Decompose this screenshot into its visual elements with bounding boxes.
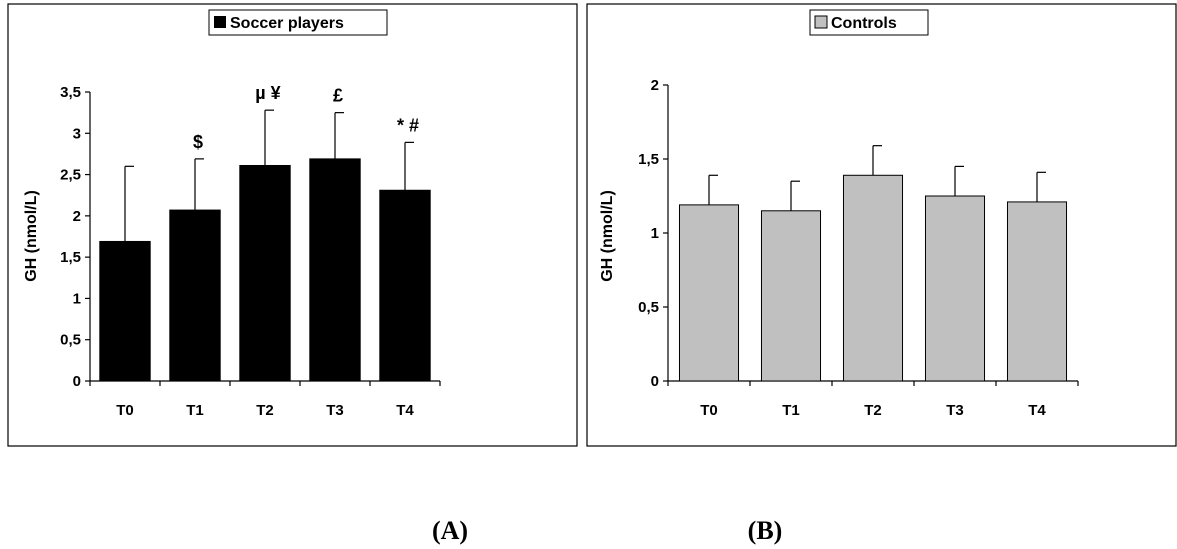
bar-b <box>678 204 740 382</box>
bar-a <box>169 209 221 382</box>
legend-a-text: Soccer players <box>230 15 344 32</box>
significance-label-a: $ <box>193 132 203 152</box>
bar-b <box>1006 201 1068 382</box>
legend-a-box <box>208 9 388 36</box>
y-tick-label-a: 2,5 <box>60 167 81 184</box>
x-tick-label-a: T4 <box>396 402 414 419</box>
legend-b: Controls <box>809 9 929 36</box>
y-tick-label-a: 1 <box>73 290 81 307</box>
y-axis-label-a: GH (nmol/L) <box>23 190 40 282</box>
legend-b-text: Controls <box>831 15 897 32</box>
y-tick-label-b: 0,5 <box>638 299 659 316</box>
y-tick-label-b: 1,5 <box>638 151 659 168</box>
x-tick-label-b: T4 <box>1028 402 1046 419</box>
x-tick-label-b: T3 <box>946 402 964 419</box>
y-tick-label-a: 3 <box>73 125 81 142</box>
legend-a: Soccer players <box>208 9 388 36</box>
y-tick-label-a: 3,5 <box>60 84 81 101</box>
x-tick-label-a: T0 <box>116 402 134 419</box>
y-tick-label-a: 0 <box>73 373 81 390</box>
significance-label-a: £ <box>333 86 343 106</box>
y-tick-label-a: 0,5 <box>60 332 81 349</box>
x-tick-label-b: T1 <box>782 402 800 419</box>
x-tick-label-b: T2 <box>864 402 882 419</box>
panel-label-a: (A) <box>432 516 468 545</box>
bar-a <box>99 240 151 382</box>
y-tick-label-a: 2 <box>73 208 81 225</box>
legend-b-box <box>809 9 929 36</box>
bar-b <box>760 210 822 382</box>
bar-a <box>379 189 431 382</box>
bar-b <box>842 174 904 382</box>
plot-b: 0 0,5 1 1,5 2 T0 T1 T2 T3 T4 <box>638 77 1079 419</box>
x-tick-label-b: T0 <box>700 402 718 419</box>
bar-a <box>309 158 361 382</box>
legend-b-swatch <box>814 15 828 29</box>
y-tick-label-b: 0 <box>651 373 659 390</box>
significance-label-a: * # <box>397 115 419 135</box>
y-tick-label-a: 1,5 <box>60 249 81 266</box>
x-tick-label-a: T3 <box>326 402 344 419</box>
x-tick-label-a: T2 <box>256 402 274 419</box>
significance-label-a: µ ¥ <box>255 83 280 103</box>
bar-a <box>239 164 291 382</box>
x-tick-label-a: T1 <box>186 402 204 419</box>
y-tick-label-b: 1 <box>651 225 659 242</box>
legend-a-swatch <box>214 16 226 28</box>
y-axis-label-b: GH (nmol/L) <box>599 190 616 282</box>
y-tick-label-b: 2 <box>651 77 659 94</box>
panel-a-frame <box>7 3 578 447</box>
panel-label-b: (B) <box>748 516 783 545</box>
bar-b <box>924 195 986 382</box>
plot-a: 0 0,5 1 1,5 2 2,5 3 3,5 T0 T1 $ T2 µ ¥ T3 £ T4 * # <box>60 83 441 419</box>
